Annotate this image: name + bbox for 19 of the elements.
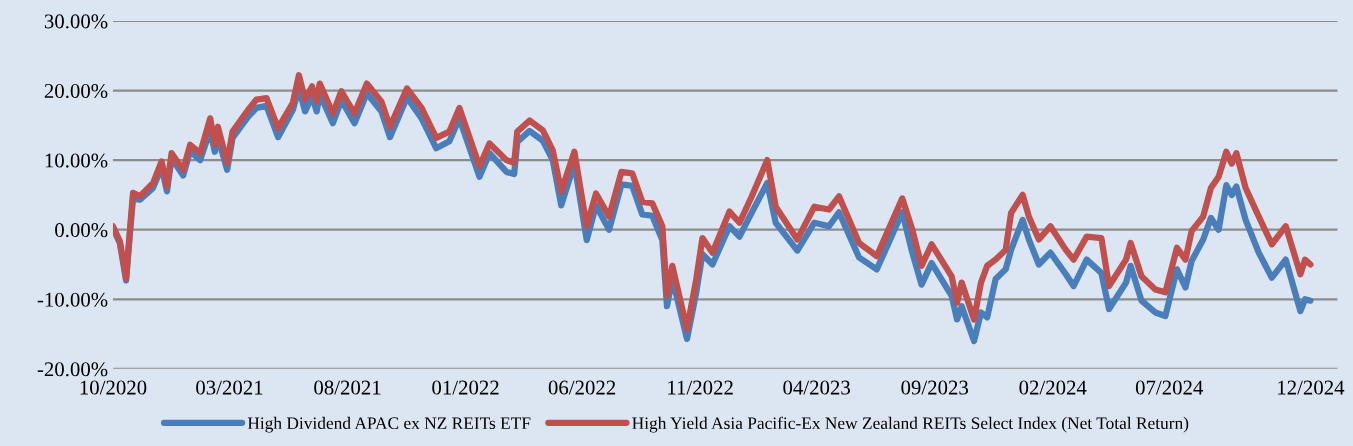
y-tick-label: -20.00% [37,362,108,377]
x-tick-label: 11/2022 [668,380,733,395]
y-tick-label: 0.00% [55,223,108,238]
x-tick-label: 12/2024 [1278,380,1345,395]
x-tick-label: 06/2022 [548,380,616,395]
y-tick-label: 10.00% [45,153,108,168]
x-tick-label: 03/2021 [196,380,263,395]
x-tick-label: 07/2024 [1135,380,1204,395]
y-tick-label: 20.00% [44,83,108,99]
y-tick-label: -10.00% [37,292,108,307]
legend-label: High Yield Asia Pacific-Ex New Zealand REITs Select Index (Net Total Return) [632,416,1189,433]
x-tick-label: 09/2023 [901,380,969,395]
x-tick-label: 01/2022 [432,380,499,395]
x-tick-label: 10/2020 [80,380,147,395]
x-tick-label: 08/2021 [314,380,381,395]
x-tick-label: 02/2024 [1019,380,1087,395]
legend-label: High Dividend APAC ex NZ REITs ETF [247,416,531,433]
y-tick-label: 30.00% [44,14,108,29]
x-tick-label: 04/2023 [783,380,850,395]
